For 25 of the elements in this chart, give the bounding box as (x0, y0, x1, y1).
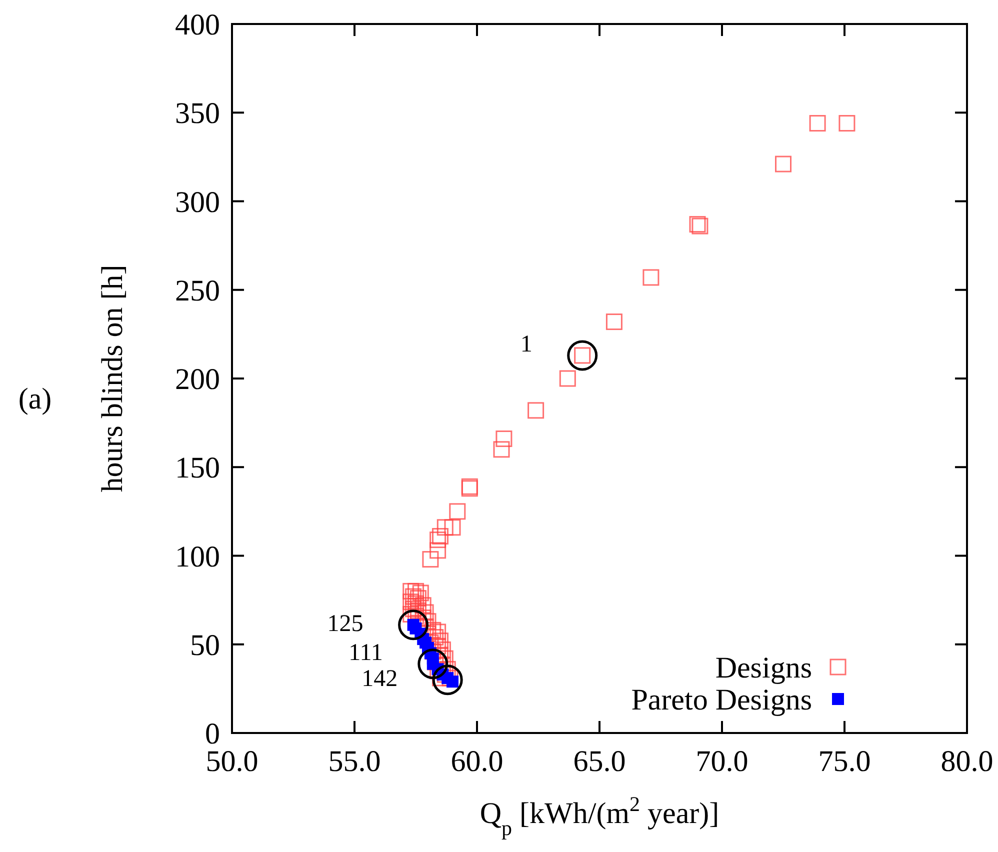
legend-label: Designs (715, 652, 812, 684)
annotation: 111 (348, 640, 383, 666)
y-tick-label: 300 (175, 186, 220, 219)
x-tick-label: 55.0 (328, 745, 381, 778)
legend-entry: Designs (715, 652, 846, 684)
y-tick-label: 150 (175, 452, 220, 485)
y-tick-label: 350 (175, 97, 220, 130)
x-tick-label: 75.0 (818, 745, 871, 778)
text: (a) (18, 382, 52, 416)
annotation: 1 (520, 331, 532, 358)
x-tick-label: 70.0 (696, 745, 748, 778)
x-tick-label: 80.0 (940, 745, 994, 778)
legend-entry: Pareto Designs (631, 684, 844, 716)
x-tick-label: 60.0 (450, 745, 504, 778)
y-axis-title: hours blinds on [h] (96, 264, 129, 492)
y-tick-label: 250 (175, 274, 220, 308)
x-tick-label: 65.0 (573, 745, 626, 778)
y-tick-label: 100 (175, 540, 220, 574)
y-tick-label: 200 (175, 363, 220, 396)
legend-label: Pareto Designs (631, 684, 812, 716)
annotation: 142 (362, 666, 398, 692)
y-tick-label: 400 (175, 8, 220, 42)
y-tick-label: 50 (190, 628, 220, 662)
x-axis-title: Q$_{p}$ [kWh/(m$^{2}$ year)] (480, 792, 720, 840)
annotation: 125 (327, 610, 364, 637)
